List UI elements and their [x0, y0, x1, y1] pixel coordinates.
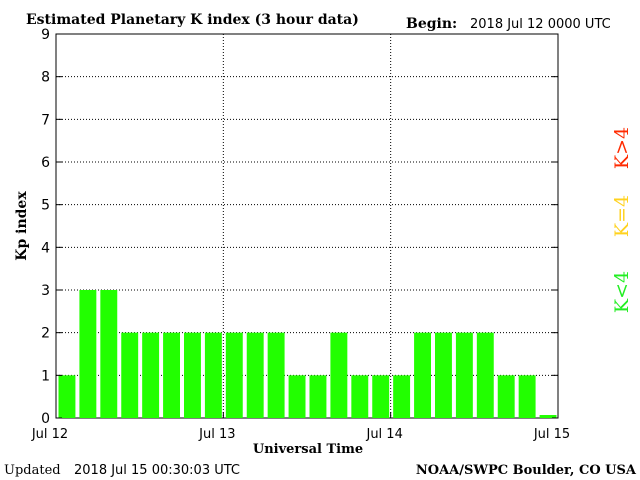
kp-bar: [351, 375, 369, 418]
begin-label: Begin:: [406, 16, 457, 32]
y-tick-label: 9: [41, 27, 50, 43]
chart-title: Estimated Planetary K index (3 hour data…: [26, 12, 359, 28]
kp-bar: [79, 290, 97, 418]
kp-bar: [393, 375, 411, 418]
x-tick-label: Jul 15: [533, 427, 570, 442]
kp-bar: [497, 375, 515, 418]
x-tick-label: Jul 13: [198, 427, 235, 442]
y-axis-ticks: 0 1 2 3 4 5 6 7 8 9: [41, 27, 558, 427]
grid-lines: [56, 34, 558, 418]
y-tick-label: 0: [41, 411, 50, 427]
plot-area: [55, 33, 559, 419]
kp-bar: [518, 375, 536, 418]
source-credit: NOAA/SWPC Boulder, CO USA: [416, 463, 637, 478]
y-axis-label: Kp index: [14, 191, 30, 261]
kp-bar: [288, 375, 306, 418]
kp-bar: [163, 332, 180, 418]
kp-bar: [58, 375, 76, 418]
kp-bar: [184, 332, 201, 418]
kp-bar: [414, 332, 431, 418]
y-tick-label: 1: [41, 368, 50, 384]
updated-value: 2018 Jul 15 00:30:03 UTC: [74, 463, 240, 478]
kp-bar: [121, 332, 139, 418]
y-tick-label: 3: [41, 283, 50, 299]
legend-k-greater-4: K>4: [611, 127, 633, 169]
y-tick-label: 7: [41, 112, 50, 128]
legend-k-equal-4: K=4: [611, 195, 633, 237]
kp-bar: [204, 332, 222, 418]
bars: [58, 290, 557, 418]
y-tick-label: 2: [41, 326, 50, 342]
kp-bar: [100, 290, 118, 418]
kp-bar: [309, 375, 327, 418]
kp-bar: [476, 332, 494, 418]
y-tick-label: 8: [41, 70, 50, 86]
x-tick-label: Jul 14: [365, 427, 402, 442]
begin-value: 2018 Jul 12 0000 UTC: [470, 17, 611, 32]
y-tick-label: 6: [41, 155, 50, 171]
y-tick-label: 4: [41, 240, 50, 256]
x-axis-label: Universal Time: [253, 442, 363, 457]
updated-label: Updated: [4, 463, 61, 478]
y-tick-label: 5: [41, 198, 50, 214]
kp-bar: [539, 415, 557, 418]
kp-bar: [372, 375, 390, 418]
kp-bar: [246, 332, 264, 418]
x-tick-label: Jul 12: [31, 427, 68, 442]
legend-k-less-4: K<4: [611, 271, 633, 313]
kp-bar: [330, 332, 348, 418]
x-axis-ticks: Jul 12 Jul 13 Jul 14 Jul 15: [31, 412, 570, 442]
kp-bar: [225, 332, 243, 418]
kp-bar: [435, 332, 452, 418]
kp-bar: [142, 332, 160, 418]
kp-bar: [267, 332, 285, 418]
kp-bar: [455, 332, 473, 418]
